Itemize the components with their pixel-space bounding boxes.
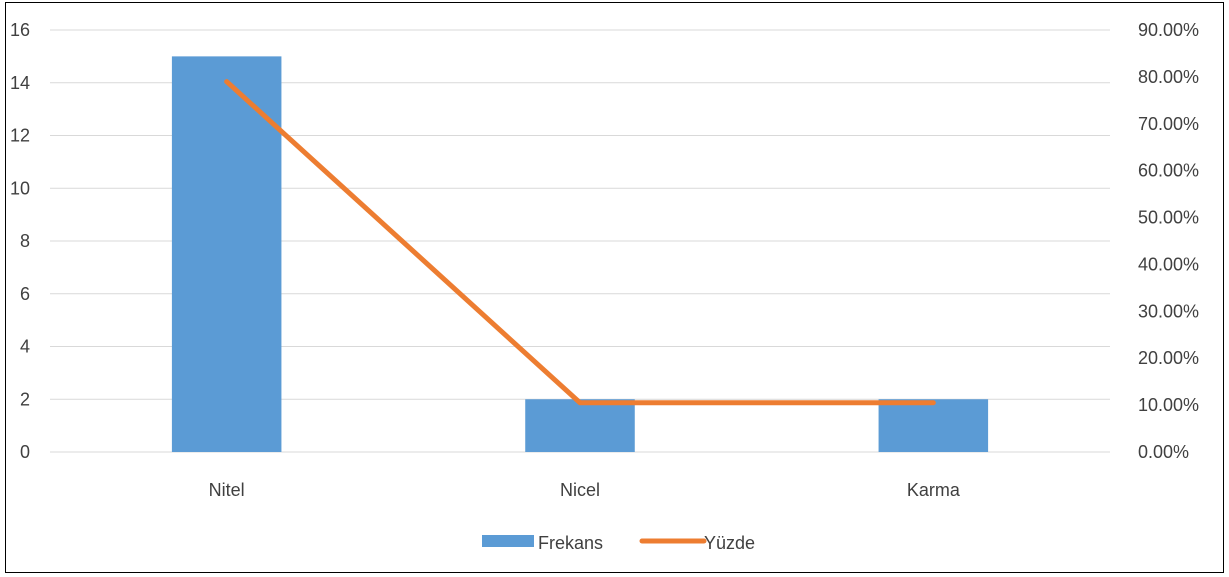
right-axis-tick-label: 90.00% xyxy=(1138,20,1199,40)
bar xyxy=(525,399,635,452)
legend-swatch-bar xyxy=(482,535,534,547)
right-axis-tick-label: 80.00% xyxy=(1138,67,1199,87)
right-axis-tick-label: 60.00% xyxy=(1138,161,1199,181)
right-axis-tick-label: 40.00% xyxy=(1138,254,1199,274)
line-series xyxy=(224,79,936,406)
left-axis-tick-label: 16 xyxy=(10,20,30,40)
left-axis-tick-label: 2 xyxy=(20,389,30,409)
bar xyxy=(878,399,989,452)
right-axis-tick-label: 10.00% xyxy=(1138,395,1199,415)
category-label: Nicel xyxy=(560,480,600,500)
left-axis-tick-label: 6 xyxy=(20,284,30,304)
category-label: Karma xyxy=(907,480,961,500)
bar xyxy=(171,56,282,452)
right-axis-tick-label: 50.00% xyxy=(1138,208,1199,228)
legend-label: Frekans xyxy=(538,533,603,553)
right-axis-tick-label: 20.00% xyxy=(1138,348,1199,368)
left-axis-ticks: 0 2 4 6 8 10 12 14 16 xyxy=(10,20,30,462)
category-label: Nitel xyxy=(209,480,245,500)
left-axis-tick-label: 4 xyxy=(20,337,30,357)
legend-label: Yüzde xyxy=(704,533,755,553)
line-path xyxy=(224,79,936,406)
left-axis-tick-label: 10 xyxy=(10,178,30,198)
bar-series xyxy=(171,56,989,452)
left-axis-tick-label: 0 xyxy=(20,442,30,462)
left-axis-tick-label: 12 xyxy=(10,126,30,146)
right-axis-ticks: 0.00% 10.00% 20.00% 30.00% 40.00% 50.00% 60.00… xyxy=(1138,20,1199,462)
right-axis-tick-label: 30.00% xyxy=(1138,301,1199,321)
left-axis-tick-label: 8 xyxy=(20,231,30,251)
legend: Frekans Yüzde xyxy=(482,533,755,553)
left-axis-tick-label: 14 xyxy=(10,73,30,93)
right-axis-tick-label: 0.00% xyxy=(1138,442,1189,462)
right-axis-tick-label: 70.00% xyxy=(1138,114,1199,134)
category-labels: Nitel Nicel Karma xyxy=(209,480,961,500)
